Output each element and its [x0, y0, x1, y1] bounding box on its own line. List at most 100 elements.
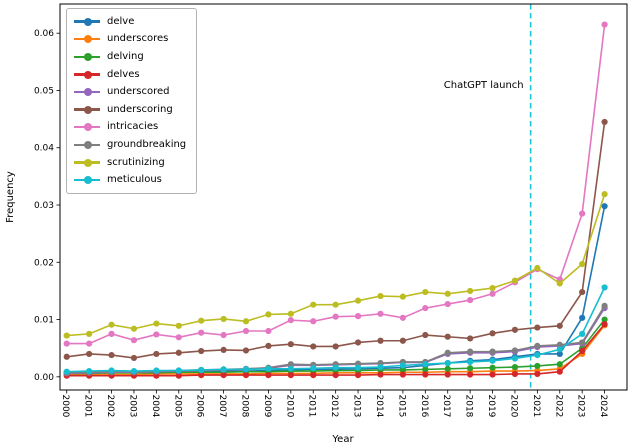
- series-marker-scrutinizing: [287, 310, 294, 317]
- series-marker-underscoring: [242, 347, 250, 354]
- series-marker-meticulous: [63, 368, 70, 375]
- series-marker-intricacies: [422, 305, 429, 312]
- series-marker-groundbreaking: [287, 361, 294, 368]
- series-marker-meticulous: [354, 364, 362, 371]
- legend-item-underscores: underscores: [74, 31, 186, 49]
- series-marker-intricacies: [86, 340, 93, 347]
- x-tick-label: 2009: [262, 395, 272, 418]
- series-marker-meticulous: [422, 361, 429, 368]
- series-marker-underscoring: [601, 118, 608, 126]
- series-marker-meticulous: [108, 367, 115, 374]
- series-marker-intricacies: [265, 327, 272, 335]
- series-marker-meticulous: [399, 362, 406, 369]
- series-marker-groundbreaking: [579, 339, 586, 346]
- series-marker-scrutinizing: [130, 325, 138, 332]
- series-marker-underscoring: [511, 326, 519, 333]
- series-marker-underscoring: [63, 353, 70, 360]
- x-tick-label: 2020: [508, 395, 518, 418]
- legend-swatch-icon: [74, 70, 100, 79]
- legend-item-underscoring: underscoring: [74, 101, 186, 119]
- series-marker-scrutinizing: [377, 292, 384, 300]
- series-marker-meticulous: [467, 358, 474, 366]
- series-marker-underscoring: [556, 322, 563, 329]
- legend-swatch-icon: [74, 35, 100, 44]
- legend-swatch-icon: [74, 158, 100, 167]
- legend-item-intricacies: intricacies: [74, 119, 186, 137]
- x-tick-label: 2006: [195, 395, 205, 418]
- series-marker-intricacies: [108, 330, 115, 337]
- series-marker-intricacies: [242, 327, 250, 335]
- series-marker-scrutinizing: [422, 288, 429, 296]
- series-marker-underscoring: [399, 337, 406, 344]
- x-tick-label: 2022: [553, 395, 563, 418]
- x-tick-label: 2003: [127, 395, 137, 418]
- series-marker-underscoring: [220, 346, 227, 354]
- x-tick-label: 2004: [150, 395, 160, 418]
- series-marker-scrutinizing: [86, 330, 93, 337]
- series-marker-scrutinizing: [511, 277, 519, 284]
- series-marker-underscoring: [198, 347, 205, 355]
- series-marker-intricacies: [601, 21, 608, 28]
- legend-item-meticulous: meticulous: [74, 171, 186, 189]
- series-marker-underscoring: [534, 324, 541, 331]
- series-marker-underscoring: [579, 288, 586, 296]
- series-marker-delves: [242, 372, 250, 379]
- legend-swatch-icon: [74, 105, 100, 114]
- series-marker-scrutinizing: [354, 297, 362, 304]
- series-marker-delves: [444, 371, 451, 378]
- series-marker-meticulous: [86, 368, 93, 375]
- series-marker-delves: [310, 372, 317, 379]
- series-marker-groundbreaking: [534, 342, 541, 350]
- series-marker-scrutinizing: [220, 315, 227, 323]
- series-marker-underscoring: [310, 343, 317, 350]
- x-tick-label: 2012: [329, 395, 339, 418]
- series-marker-delves: [534, 370, 541, 378]
- series-marker-delves: [354, 372, 362, 379]
- series-marker-scrutinizing: [198, 317, 205, 324]
- series-marker-groundbreaking: [467, 348, 474, 355]
- legend-label: intricacies: [107, 121, 159, 133]
- series-marker-delve: [556, 350, 563, 358]
- series-marker-meticulous: [287, 365, 294, 372]
- series-marker-meticulous: [489, 357, 496, 364]
- series-marker-intricacies: [198, 329, 205, 336]
- series-marker-scrutinizing: [556, 280, 563, 287]
- legend-label: meticulous: [107, 174, 162, 186]
- series-marker-delves: [175, 372, 182, 379]
- series-marker-delves: [601, 321, 608, 328]
- series-marker-meticulous: [579, 330, 586, 337]
- series-marker-intricacies: [287, 317, 294, 324]
- series-marker-delving: [511, 363, 519, 371]
- series-marker-delving: [467, 365, 474, 372]
- annotation-chatgpt-launch: ChatGPT launch: [444, 80, 524, 91]
- series-marker-delves: [399, 371, 406, 378]
- series-marker-meticulous: [444, 359, 451, 367]
- series-marker-scrutinizing: [444, 290, 451, 297]
- series-marker-delves: [579, 347, 586, 355]
- x-tick-label: 2024: [598, 395, 608, 418]
- series-marker-underscoring: [265, 342, 272, 350]
- series-marker-meticulous: [332, 364, 339, 371]
- series-marker-underscoring: [354, 339, 362, 346]
- series-marker-meticulous: [601, 284, 608, 291]
- legend-label: delve: [107, 15, 135, 27]
- x-tick-label: 2016: [419, 395, 429, 418]
- series-marker-scrutinizing: [265, 311, 272, 318]
- y-axis-label: Frequency: [5, 171, 16, 223]
- y-tick-label: 0.01: [34, 316, 54, 326]
- series-marker-groundbreaking: [511, 347, 519, 354]
- series-marker-underscoring: [489, 330, 496, 337]
- legend-swatch-icon: [74, 140, 100, 149]
- series-marker-scrutinizing: [153, 320, 160, 327]
- x-tick-label: 2011: [307, 395, 317, 418]
- x-tick-label: 2002: [105, 395, 115, 418]
- series-marker-delving: [489, 364, 496, 371]
- legend: delve underscores delving delves underscored…: [66, 8, 198, 194]
- series-marker-intricacies: [332, 313, 339, 320]
- y-tick-label: 0.04: [34, 144, 54, 154]
- series-marker-groundbreaking: [556, 341, 563, 348]
- series-marker-scrutinizing: [108, 321, 115, 328]
- series-marker-underscoring: [86, 350, 93, 358]
- series-marker-delves: [198, 372, 205, 379]
- x-tick-label: 2001: [83, 395, 93, 418]
